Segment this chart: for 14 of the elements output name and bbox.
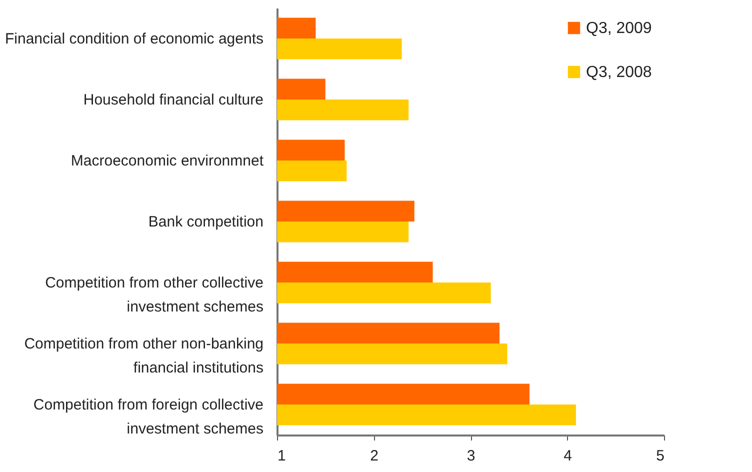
x-tick-label: 4 xyxy=(564,448,572,464)
x-tick-label: 5 xyxy=(656,448,664,464)
y-tick-label: Bank competition xyxy=(148,214,264,230)
x-tick-label: 1 xyxy=(278,448,286,464)
y-tick-label: Competition from other collective investment schemes xyxy=(45,274,264,316)
legend-label: Q3, 2008 xyxy=(586,64,652,81)
y-tick-label: Macroeconomic environmnet xyxy=(70,152,264,170)
x-tick-label: 2 xyxy=(370,448,378,464)
y-tick-label: Household financial culture xyxy=(83,92,264,108)
y-tick-label: Competition from foreign collective investment schemes xyxy=(33,396,264,438)
y-tick-label: Financial condition of economic agents xyxy=(5,30,264,48)
y-tick-label: Competition from other non-banking financial institutions xyxy=(24,336,264,376)
legend-label: Q3, 2009 xyxy=(586,20,652,37)
x-tick-label: 3 xyxy=(466,448,476,464)
